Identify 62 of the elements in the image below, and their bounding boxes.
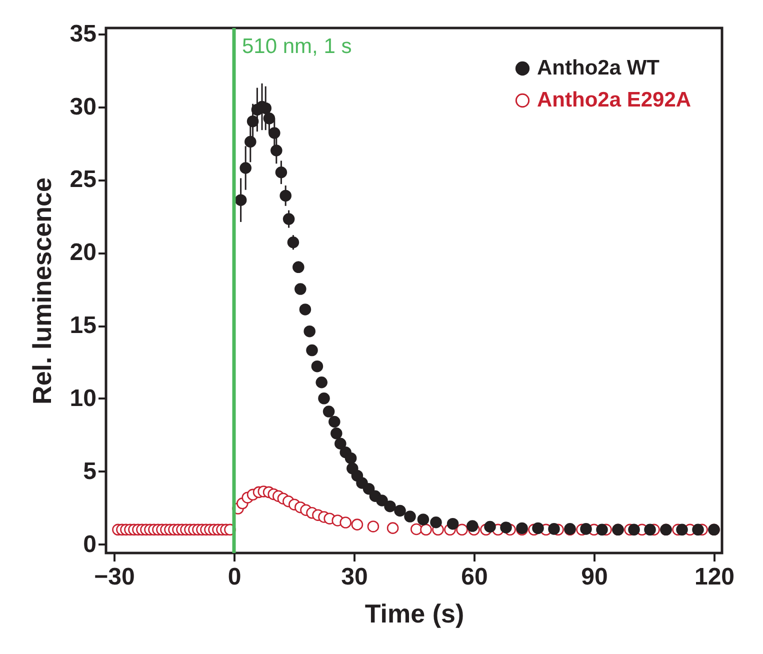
point [294,283,306,295]
point [240,162,252,174]
point [376,494,388,506]
x-tick-label: 90 [581,564,608,590]
ref-line-label: 510 nm, 1 s [242,35,352,58]
point [548,523,560,535]
point [676,524,688,536]
legend-label: Antho2a WT [537,56,660,80]
y-tick-label: 35 [70,20,96,48]
point [263,112,276,124]
point [628,524,640,536]
y-tick-label: 0 [83,530,96,558]
point [244,136,256,148]
x-tick-label: 0 [228,564,242,590]
point [318,392,330,404]
point [430,516,442,528]
y-axis-title: Rel. luminescence [26,178,57,404]
point [280,190,292,202]
x-tick-label: −30 [94,564,135,590]
point [282,213,295,225]
x-tick-label: 120 [694,564,735,590]
x-tick-label: 60 [461,564,488,590]
point [344,452,357,464]
point [299,304,312,316]
point [268,127,280,139]
legend-label: Antho2a E292A [537,88,692,112]
point [644,524,656,536]
point [270,144,282,156]
point [404,510,416,522]
point [330,428,342,440]
point [394,504,406,517]
x-tick-label: 30 [341,564,368,590]
point [580,523,592,535]
point [306,344,318,356]
point [311,360,324,372]
point [234,194,247,206]
point [304,325,316,338]
y-tick-label: 25 [70,166,96,194]
y-tick-label: 15 [70,312,96,339]
point [532,522,544,534]
point [292,261,304,274]
y-tick-label: 30 [70,93,96,120]
point [275,166,288,178]
point [287,236,300,248]
y-tick-label: 5 [83,458,96,485]
y-tick-label: 20 [70,239,96,266]
point [316,376,328,388]
point [417,514,430,526]
point [384,500,396,512]
point [500,522,512,534]
point [362,482,375,495]
point [328,416,340,428]
y-tick-label: 10 [70,384,96,412]
point [246,115,259,128]
point [446,518,459,530]
point [322,406,335,418]
x-axis-title: Time (s) [364,598,464,628]
point [692,524,704,536]
point [484,520,496,533]
point [596,524,608,536]
point [466,520,478,532]
point [334,438,346,450]
